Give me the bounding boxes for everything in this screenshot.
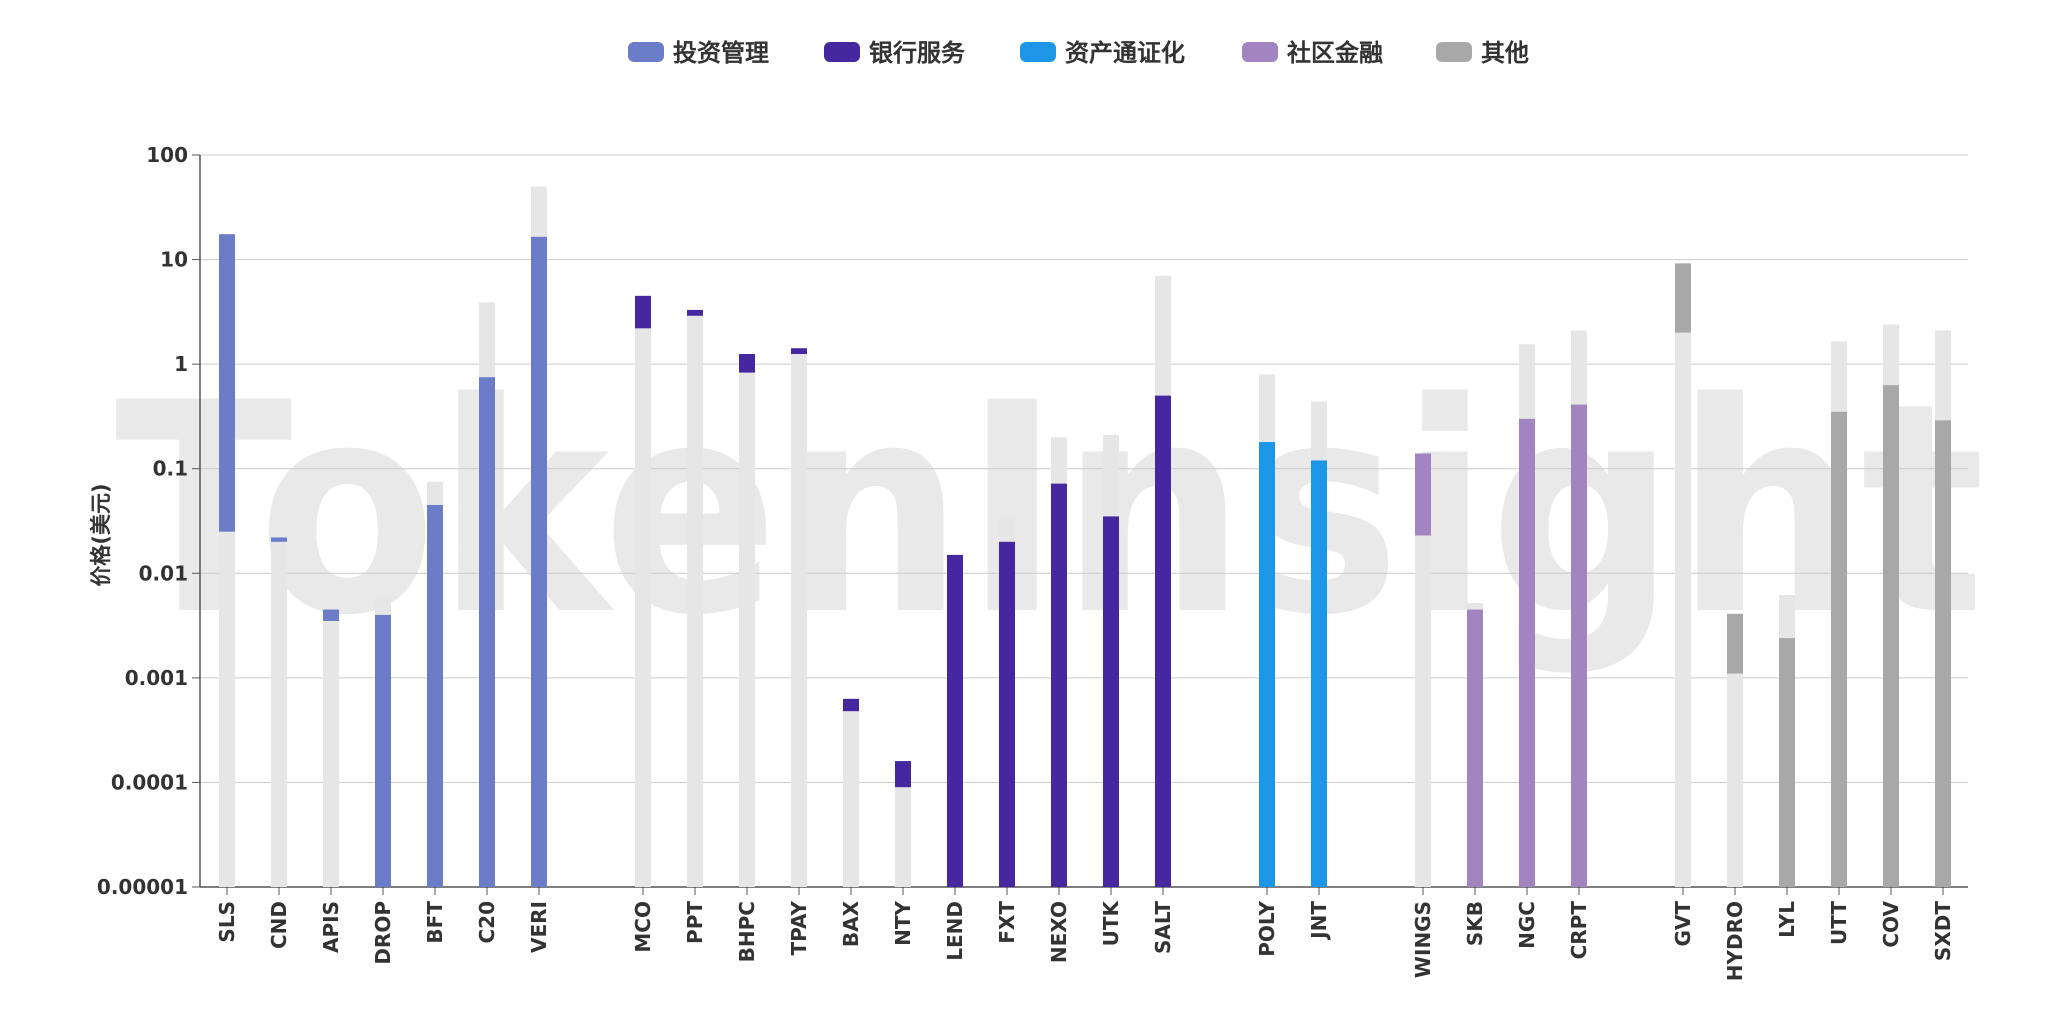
- y-tick-label: 0.0001: [111, 770, 188, 794]
- x-tick-label: WINGS: [1411, 901, 1435, 978]
- data-bar: [1727, 613, 1743, 674]
- legend-label: 投资管理: [673, 39, 769, 67]
- data-bar: [1831, 411, 1847, 887]
- x-tick-label: VERI: [527, 901, 551, 953]
- x-tick-label: UTT: [1827, 901, 1851, 945]
- data-bar: [1519, 418, 1535, 887]
- data-bar: [1883, 385, 1899, 887]
- data-bar: [1467, 609, 1483, 887]
- legend-swatch: [1020, 42, 1056, 62]
- data-bar: [1779, 638, 1795, 887]
- data-bar: [687, 309, 703, 316]
- x-tick-label: UTK: [1099, 900, 1123, 947]
- data-bar: [427, 504, 443, 887]
- legend-label: 社区金融: [1287, 39, 1383, 67]
- data-bar: [843, 698, 859, 712]
- y-tick-label: 100: [146, 143, 188, 167]
- x-tick-label: APIS: [319, 901, 343, 953]
- data-bar: [1051, 483, 1067, 887]
- data-bar: [1571, 404, 1587, 887]
- background-bar: [1675, 332, 1691, 888]
- x-axis: SLS CND APIS DROP BFT C20 VERI MCO PPT BHPC TPAY BA…: [215, 887, 1955, 981]
- background-bar: [791, 354, 807, 887]
- background-bar: [895, 787, 911, 887]
- x-tick-label: SLS: [215, 901, 239, 943]
- legend: 投资管理 银行服务 资产通证化 社区金融 其他: [628, 39, 1529, 67]
- background-bar: [739, 372, 755, 887]
- y-tick-label: 1: [174, 352, 188, 376]
- legend-label: 银行服务: [869, 39, 966, 67]
- x-tick-label: HYDRO: [1723, 901, 1747, 981]
- data-bar: [947, 554, 963, 887]
- x-tick-label: SKB: [1463, 901, 1487, 946]
- data-bar: [271, 537, 287, 542]
- data-bar: [1415, 453, 1431, 536]
- y-axis-label: 价格(美元): [89, 483, 113, 586]
- data-bar: [1311, 460, 1327, 887]
- watermark-text: TokenInsight: [115, 342, 1985, 679]
- background-bar: [687, 315, 703, 887]
- legend-swatch: [824, 42, 860, 62]
- legend-swatch: [628, 42, 664, 62]
- background-bar: [271, 541, 287, 887]
- legend-label: 其他: [1481, 39, 1529, 67]
- data-bar: [323, 609, 339, 621]
- x-tick-label: TPAY: [787, 900, 811, 955]
- x-tick-label: BHPC: [735, 901, 759, 962]
- x-tick-label: CRPT: [1567, 901, 1591, 960]
- y-tick-label: 0.1: [153, 457, 188, 481]
- background-bar: [323, 620, 339, 887]
- x-tick-label: GVT: [1671, 901, 1695, 947]
- data-bar: [635, 295, 651, 329]
- x-tick-label: POLY: [1255, 900, 1279, 956]
- y-tick-label: 0.00001: [97, 875, 188, 899]
- y-tick-label: 10: [160, 248, 188, 272]
- x-tick-label: PPT: [683, 901, 707, 944]
- x-tick-label: BFT: [423, 901, 447, 944]
- background-bar: [843, 711, 859, 887]
- x-tick-label: C20: [475, 901, 499, 944]
- data-bar: [479, 377, 495, 887]
- data-bar: [1103, 516, 1119, 887]
- y-axis: 100 10 1 0.1 0.01 0.001 0.0001 0.00001: [97, 143, 201, 899]
- y-tick-label: 0.01: [139, 561, 188, 585]
- background-bar: [1415, 535, 1431, 887]
- data-bar: [999, 541, 1015, 887]
- x-tick-label: NGC: [1515, 901, 1539, 949]
- x-tick-label: NEXO: [1047, 901, 1071, 963]
- data-bars: [219, 234, 1951, 887]
- data-bar: [1935, 420, 1951, 887]
- x-tick-label: FXT: [995, 901, 1019, 944]
- data-bar: [219, 234, 235, 532]
- legend-swatch: [1242, 42, 1278, 62]
- legend-label: 资产通证化: [1065, 39, 1185, 67]
- data-bar: [791, 348, 807, 355]
- x-tick-label: BAX: [839, 900, 863, 947]
- x-tick-label: LYL: [1775, 901, 1799, 938]
- data-bar: [739, 354, 755, 373]
- x-tick-label: LEND: [943, 901, 967, 961]
- x-tick-label: DROP: [371, 901, 395, 965]
- y-tick-label: 0.001: [125, 666, 188, 690]
- data-bar: [895, 761, 911, 788]
- x-tick-label: SXDT: [1931, 901, 1955, 961]
- data-bar: [1155, 395, 1171, 887]
- data-bar: [1675, 263, 1691, 333]
- data-bar: [375, 614, 391, 887]
- x-tick-label: COV: [1879, 900, 1903, 947]
- x-tick-label: SALT: [1151, 901, 1175, 954]
- background-bar: [635, 328, 651, 888]
- x-tick-label: MCO: [631, 901, 655, 953]
- background-bar: [1727, 673, 1743, 887]
- legend-swatch: [1436, 42, 1472, 62]
- x-tick-label: CND: [267, 901, 291, 949]
- x-tick-label: NTY: [891, 900, 915, 945]
- background-bar: [219, 531, 235, 887]
- data-bar: [1259, 442, 1275, 887]
- x-tick-label: JNT: [1307, 901, 1331, 941]
- data-bar: [531, 236, 547, 887]
